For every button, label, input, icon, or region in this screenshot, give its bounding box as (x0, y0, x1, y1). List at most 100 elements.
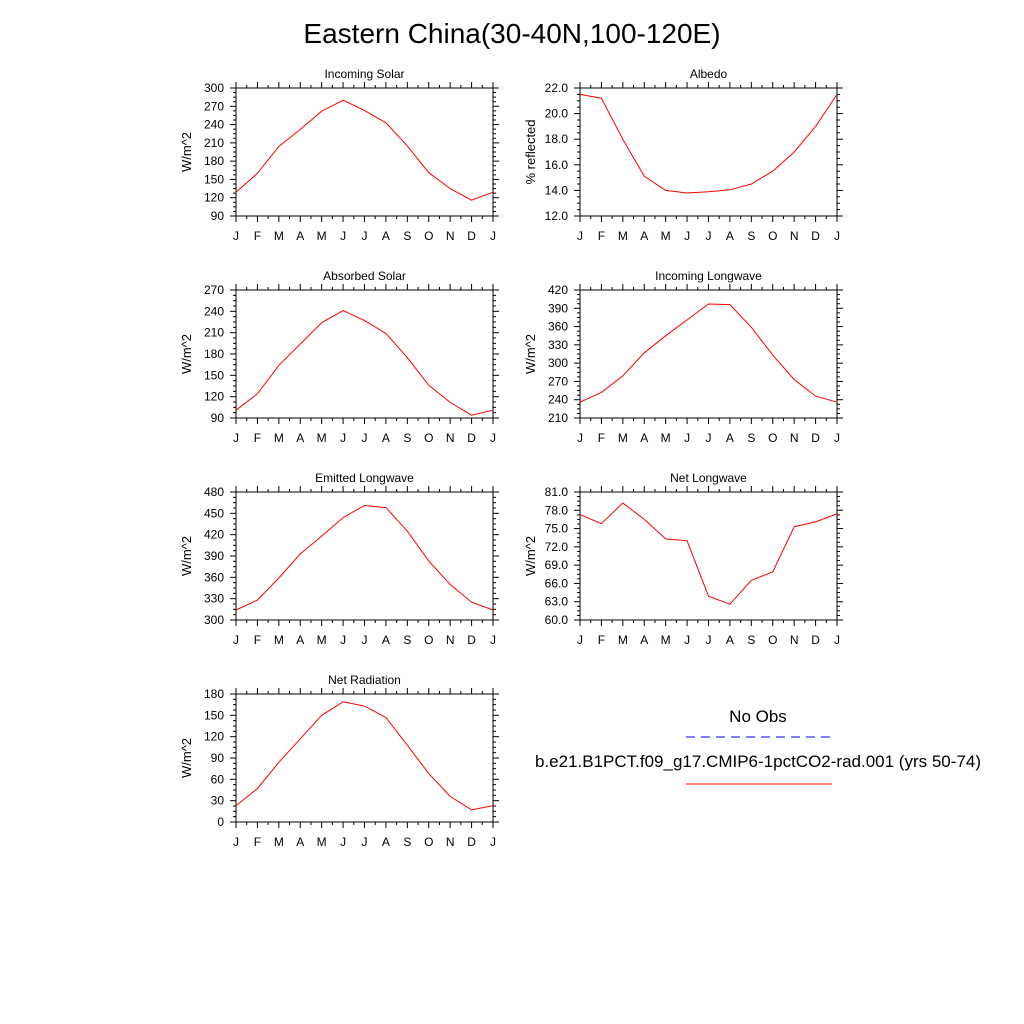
absorbed-solar-xtick-label: D (467, 431, 476, 445)
incoming-longwave-ytick-label: 420 (548, 283, 568, 297)
incoming-solar-ytick-label: 270 (204, 99, 224, 113)
absorbed-solar-xtick-label: F (254, 431, 261, 445)
incoming-longwave-xtick-label: F (598, 431, 605, 445)
net-longwave-ytick-label: 66.0 (545, 576, 569, 590)
incoming-solar-xtick-label: O (424, 229, 433, 243)
incoming-solar-xtick-label: M (317, 229, 327, 243)
albedo-title: Albedo (690, 67, 728, 81)
emitted-longwave-series-line (235, 504, 494, 611)
absorbed-solar-xtick-label: M (274, 431, 284, 445)
albedo-xtick-label: J (684, 229, 690, 243)
albedo-xtick-label: A (726, 229, 734, 243)
incoming-longwave-xtick-label: J (684, 431, 690, 445)
legend-obs-label: No Obs (729, 707, 787, 726)
emitted-longwave-xtick-label: O (424, 633, 433, 647)
net-radiation-ytick-label: 30 (211, 794, 225, 808)
emitted-longwave-title: Emitted Longwave (315, 471, 414, 485)
net-radiation-xtick-label: D (467, 835, 476, 849)
net-longwave-xtick-label: S (747, 633, 755, 647)
emitted-longwave-xtick-label: F (254, 633, 261, 647)
emitted-longwave-ytick-label: 390 (204, 549, 224, 563)
absorbed-solar-xtick-label: J (340, 431, 346, 445)
incoming-solar-ytick-label: 90 (211, 209, 225, 223)
incoming-solar-ylabel: W/m^2 (179, 132, 194, 172)
net-radiation-xtick-label: N (446, 835, 455, 849)
incoming-solar-title: Incoming Solar (324, 67, 404, 81)
absorbed-solar-series-line (235, 310, 494, 416)
emitted-longwave-xtick-label: A (296, 633, 304, 647)
net-radiation-xtick-label: M (317, 835, 327, 849)
albedo-xtick-label: A (640, 229, 648, 243)
incoming-longwave-series-line (579, 303, 838, 403)
incoming-longwave-xtick-label: N (790, 431, 799, 445)
incoming-longwave-ytick-label: 240 (548, 393, 568, 407)
net-radiation-xtick-label: J (362, 835, 368, 849)
emitted-longwave-xtick-label: A (382, 633, 390, 647)
net-radiation-ytick-label: 0 (217, 815, 224, 829)
net-longwave-series-line (579, 502, 838, 605)
net-longwave-ytick-label: 75.0 (545, 522, 569, 536)
emitted-longwave-xtick-label: M (317, 633, 327, 647)
incoming-solar-xtick-label: J (233, 229, 239, 243)
emitted-longwave-ytick-label: 450 (204, 506, 224, 520)
net-radiation-title: Net Radiation (328, 673, 401, 687)
net-radiation-xtick-label: J (233, 835, 239, 849)
absorbed-solar-xtick-label: A (382, 431, 390, 445)
emitted-longwave-xtick-label: J (362, 633, 368, 647)
albedo-series-line (579, 93, 838, 194)
incoming-solar-xtick-label: J (340, 229, 346, 243)
net-radiation-plot-frame (235, 693, 494, 823)
net-radiation-xtick-label: O (424, 835, 433, 849)
absorbed-solar-plot-frame (235, 289, 494, 419)
net-longwave-ytick-label: 72.0 (545, 540, 569, 554)
net-radiation-xtick-label: F (254, 835, 261, 849)
incoming-solar-ytick-label: 210 (204, 136, 224, 150)
albedo-ytick-label: 18.0 (545, 132, 569, 146)
emitted-longwave-ytick-label: 480 (204, 485, 224, 499)
incoming-longwave-ytick-label: 270 (548, 374, 568, 388)
absorbed-solar-xtick-label: J (490, 431, 496, 445)
net-radiation-xtick-label: M (274, 835, 284, 849)
albedo-xtick-label: F (598, 229, 605, 243)
net-longwave-ytick-label: 63.0 (545, 595, 569, 609)
incoming-longwave-ytick-label: 360 (548, 320, 568, 334)
absorbed-solar-ytick-label: 120 (204, 390, 224, 404)
incoming-longwave-ytick-label: 210 (548, 411, 568, 425)
incoming-solar-ytick-label: 180 (204, 154, 224, 168)
albedo-ytick-label: 12.0 (545, 209, 569, 223)
net-radiation-series-line (235, 701, 494, 811)
emitted-longwave-xtick-label: M (274, 633, 284, 647)
net-longwave-ytick-label: 69.0 (545, 558, 569, 572)
incoming-longwave-xtick-label: M (618, 431, 628, 445)
net-radiation-xtick-label: J (340, 835, 346, 849)
net-longwave-xtick-label: O (768, 633, 777, 647)
albedo-xtick-label: N (790, 229, 799, 243)
albedo-xtick-label: S (747, 229, 755, 243)
incoming-longwave-xtick-label: A (640, 431, 648, 445)
absorbed-solar-ylabel: W/m^2 (179, 334, 194, 374)
albedo-plot-frame (579, 87, 838, 217)
net-radiation-ytick-label: 90 (211, 751, 225, 765)
emitted-longwave-ytick-label: 330 (204, 592, 224, 606)
absorbed-solar-xtick-label: S (403, 431, 411, 445)
net-radiation-ytick-label: 120 (204, 730, 224, 744)
incoming-solar-xtick-label: M (274, 229, 284, 243)
absorbed-solar-xtick-label: J (233, 431, 239, 445)
incoming-solar-ytick-label: 300 (204, 81, 224, 95)
incoming-longwave-xtick-label: J (834, 431, 840, 445)
absorbed-solar-xtick-label: A (296, 431, 304, 445)
net-longwave-ytick-label: 78.0 (545, 503, 569, 517)
legend-model-label: b.e21.B1PCT.f09_g17.CMIP6-1pctCO2-rad.00… (535, 752, 981, 771)
absorbed-solar-ytick-label: 150 (204, 368, 224, 382)
net-longwave-xtick-label: A (640, 633, 648, 647)
net-radiation-xtick-label: S (403, 835, 411, 849)
emitted-longwave-xtick-label: N (446, 633, 455, 647)
incoming-longwave-xtick-label: D (811, 431, 820, 445)
incoming-solar-series-line (235, 99, 494, 201)
incoming-longwave-ytick-label: 330 (548, 338, 568, 352)
net-longwave-xtick-label: J (684, 633, 690, 647)
